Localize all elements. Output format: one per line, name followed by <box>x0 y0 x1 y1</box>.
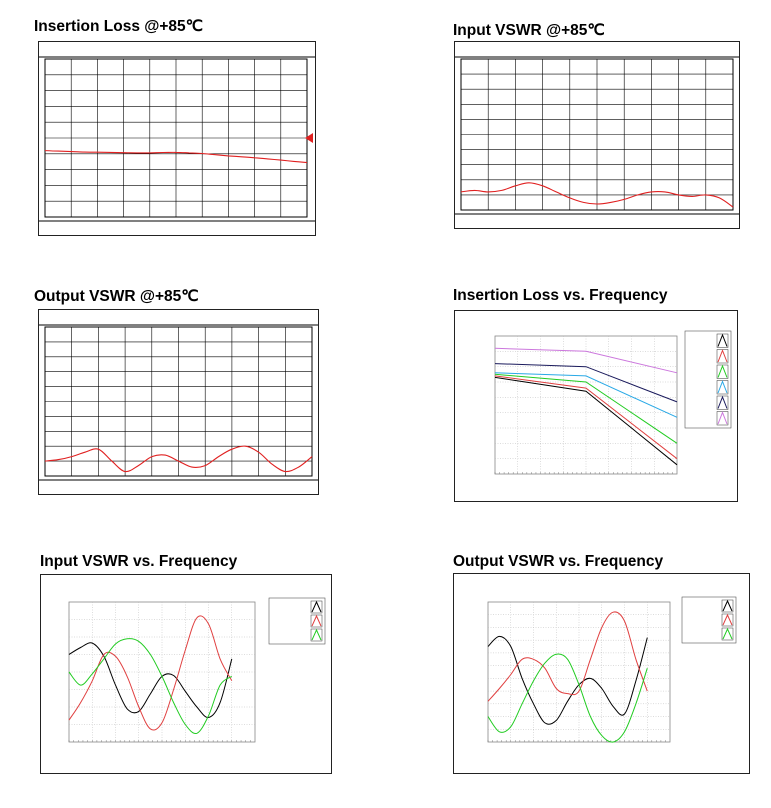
insertion-loss-85c-title: Insertion Loss @+85℃ <box>34 18 204 35</box>
legend-swatch <box>717 333 728 347</box>
legend-swatch <box>717 380 728 394</box>
output-vswr-major-states-panel <box>453 573 750 774</box>
series-line-1 <box>494 375 678 460</box>
series-line-4 <box>494 363 678 403</box>
legend-swatch <box>717 349 728 363</box>
series-line-2 <box>494 373 678 444</box>
legend-swatch <box>722 599 733 612</box>
input-vswr-vs-frequency-title: Input VSWR vs. Frequency <box>40 553 238 570</box>
output-vswr-85c-title: Output VSWR @+85℃ <box>34 288 199 305</box>
vna-output-vswr-chart <box>39 324 318 481</box>
legend-swatch <box>717 411 728 425</box>
series-line-0 <box>68 642 233 719</box>
vna-insertion-loss-panel <box>38 41 316 236</box>
vna-input-vswr-panel <box>454 41 740 229</box>
insertion-loss-major-states-panel <box>454 310 738 502</box>
insertion-loss-vs-frequency-title: Insertion Loss vs. Frequency <box>453 287 668 304</box>
output-vswr-vs-frequency-title: Output VSWR vs. Frequency <box>453 553 664 570</box>
legend-swatch <box>311 600 322 613</box>
series-line-1 <box>487 611 648 702</box>
insertion-loss-major-states-chart <box>494 330 732 475</box>
vna-output-vswr-panel <box>38 309 319 495</box>
measurement-trace <box>44 150 308 164</box>
input-vswr-major-states-panel <box>40 574 332 774</box>
series-line-5 <box>494 347 678 374</box>
legend-swatch <box>722 613 733 626</box>
series-line-0 <box>487 635 648 725</box>
series-line-3 <box>494 372 678 418</box>
vna-input-vswr-chart <box>455 56 739 215</box>
measurement-trace <box>460 182 734 208</box>
series-line-2 <box>68 638 233 735</box>
series-line-0 <box>494 376 678 466</box>
input-vswr-85c-title: Input VSWR @+85℃ <box>453 22 605 39</box>
legend-swatch <box>717 395 728 409</box>
reference-level-marker <box>305 133 313 143</box>
legend-swatch <box>311 628 322 641</box>
series-line-2 <box>487 653 648 743</box>
series-line-1 <box>68 615 233 731</box>
measurement-trace <box>44 445 313 473</box>
output-vswr-major-states-chart <box>487 596 737 743</box>
legend-swatch <box>717 364 728 378</box>
vna-insertion-loss-chart <box>39 56 315 222</box>
input-vswr-major-states-chart <box>68 597 326 743</box>
legend-swatch <box>722 627 733 640</box>
legend-swatch <box>311 614 322 627</box>
